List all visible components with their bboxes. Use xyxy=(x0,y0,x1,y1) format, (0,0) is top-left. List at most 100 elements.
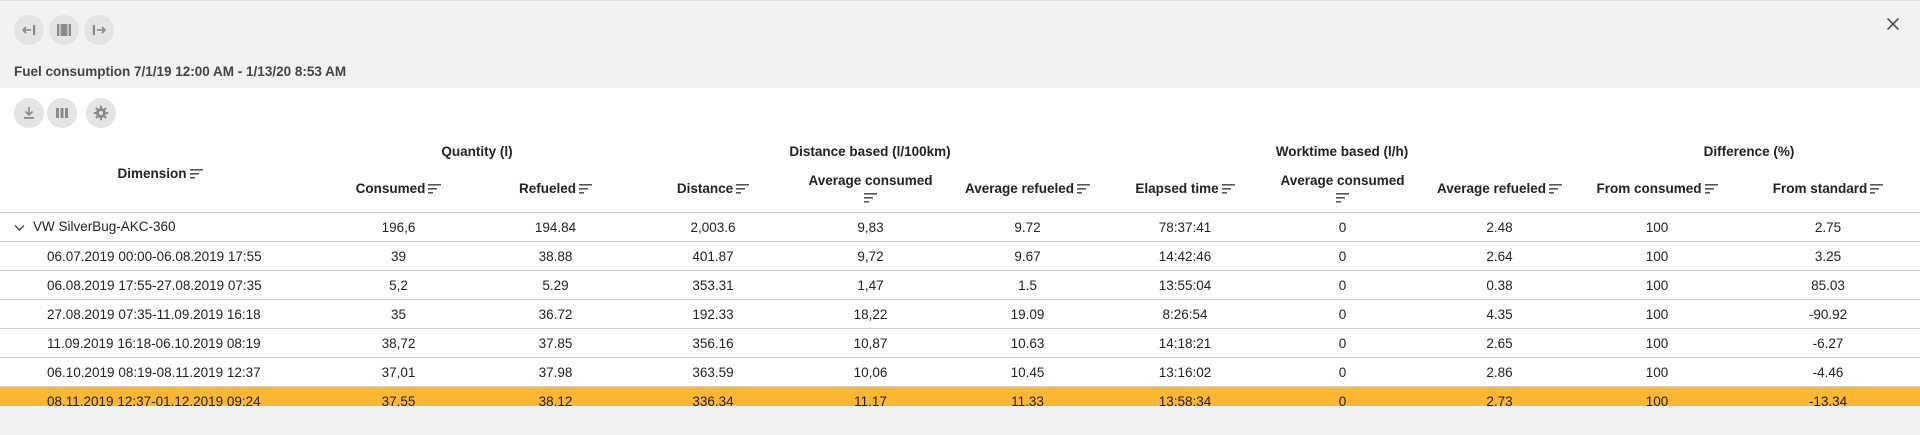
average-refueled-distance-cell: 9.72 xyxy=(949,212,1107,242)
sort-icon[interactable] xyxy=(1870,182,1884,197)
column-header-average-refueled-worktime[interactable]: Average refueled xyxy=(1421,166,1579,213)
elapsed-time-cell: 78:37:41 xyxy=(1106,212,1265,242)
column-header-label: Refueled xyxy=(518,181,576,197)
from-consumed-cell: 100 xyxy=(1578,270,1737,300)
gear-icon xyxy=(93,105,109,121)
sort-icon[interactable] xyxy=(1704,182,1718,197)
average-consumed-worktime-cell: 0 xyxy=(1264,357,1422,387)
average-refueled-distance-cell: 1.5 xyxy=(949,270,1107,300)
columns-button[interactable] xyxy=(47,98,77,128)
table-row[interactable]: 27.08.2019 07:35-11.09.2019 16:18 35 36.… xyxy=(0,299,1920,329)
average-refueled-worktime-cell: 0.38 xyxy=(1421,270,1579,300)
collapse-left-button[interactable] xyxy=(14,15,44,45)
column-header-distance[interactable]: Distance xyxy=(634,166,792,213)
chevron-down-icon[interactable] xyxy=(14,220,25,235)
elapsed-time-cell: 14:42:46 xyxy=(1106,241,1265,271)
average-consumed-worktime-cell: 0 xyxy=(1264,299,1422,329)
from-consumed-cell: 100 xyxy=(1578,212,1737,242)
refueled-cell: 5.29 xyxy=(477,270,634,300)
column-header-label: Distance xyxy=(676,181,734,197)
download-button[interactable] xyxy=(14,98,44,128)
report-panel: Dimension Quantity (l) Distance based (l… xyxy=(0,88,1920,416)
from-consumed-cell: 100 xyxy=(1578,357,1737,387)
fit-width-button[interactable] xyxy=(49,15,79,45)
settings-button[interactable] xyxy=(86,98,116,128)
from-consumed-cell: 100 xyxy=(1578,241,1737,271)
group-header-quantity: Quantity (l) xyxy=(441,143,513,159)
column-header-consumed[interactable]: Consumed xyxy=(320,166,477,213)
consumed-cell: 5,2 xyxy=(320,270,477,300)
column-header-from-standard[interactable]: From standard xyxy=(1736,166,1920,213)
sort-icon[interactable] xyxy=(792,191,949,206)
sort-icon[interactable] xyxy=(1077,182,1091,197)
column-group-header-row: Dimension Quantity (l) Distance based (l… xyxy=(0,136,1920,213)
sort-icon[interactable] xyxy=(1221,182,1235,197)
table-row[interactable]: 06.08.2019 17:55-27.08.2019 07:35 5,2 5.… xyxy=(0,270,1920,300)
average-refueled-worktime-cell: 2.64 xyxy=(1421,241,1579,271)
column-header-average-consumed-worktime[interactable]: Average consumed xyxy=(1264,166,1422,213)
sort-icon[interactable] xyxy=(189,167,203,182)
distance-cell: 192.33 xyxy=(634,299,792,329)
average-refueled-distance-cell: 19.09 xyxy=(949,299,1107,329)
refueled-cell: 37.98 xyxy=(477,357,634,387)
from-standard-cell: -4.46 xyxy=(1736,357,1920,387)
distance-cell: 356.16 xyxy=(634,328,792,358)
average-consumed-worktime-cell: 0 xyxy=(1264,328,1422,358)
distance-cell: 2,003.6 xyxy=(634,212,792,242)
average-refueled-distance-cell: 10.63 xyxy=(949,328,1107,358)
distance-cell: 353.31 xyxy=(634,270,792,300)
column-header-from-consumed[interactable]: From consumed xyxy=(1578,166,1737,213)
table-row-group[interactable]: VW SilverBug-AKC-360 196,6 194.84 2,003.… xyxy=(0,212,1920,242)
window-header: Fuel consumption 7/1/19 12:00 AM - 1/13/… xyxy=(0,0,1920,89)
table-row[interactable]: 06.07.2019 00:00-06.08.2019 17:55 39 38.… xyxy=(0,241,1920,271)
elapsed-time-cell: 8:26:54 xyxy=(1106,299,1265,329)
column-header-row: Consumed Refueled Distance Average consu… xyxy=(0,166,1920,213)
arrow-left-bar-icon xyxy=(21,25,36,35)
group-header-distance-based: Distance based (l/100km) xyxy=(789,143,951,159)
refueled-cell: 37.85 xyxy=(477,328,634,358)
refueled-cell: 194.84 xyxy=(477,212,634,242)
column-header-average-refueled-distance[interactable]: Average refueled xyxy=(949,166,1107,213)
elapsed-time-cell: 14:18:21 xyxy=(1106,328,1265,358)
column-header-label: Average consumed xyxy=(808,172,933,188)
expand-right-button[interactable] xyxy=(84,15,114,45)
average-refueled-worktime-cell: 4.35 xyxy=(1421,299,1579,329)
dimension-cell: 06.07.2019 00:00-06.08.2019 17:55 xyxy=(0,241,320,271)
column-header-average-consumed-distance[interactable]: Average consumed xyxy=(792,166,949,213)
arrow-right-bar-icon xyxy=(92,25,107,35)
average-consumed-distance-cell: 10,06 xyxy=(792,357,949,387)
consumed-cell: 35 xyxy=(320,299,477,329)
sort-icon[interactable] xyxy=(1549,182,1563,197)
sort-icon[interactable] xyxy=(428,182,442,197)
table-row[interactable]: 06.10.2019 08:19-08.11.2019 12:37 37,01 … xyxy=(0,357,1920,387)
group-header-worktime-based: Worktime based (l/h) xyxy=(1275,143,1409,159)
column-header-elapsed-time[interactable]: Elapsed time xyxy=(1106,166,1265,213)
average-consumed-worktime-cell: 0 xyxy=(1264,270,1422,300)
from-standard-cell: 2.75 xyxy=(1736,212,1920,242)
column-header-label: Average refueled xyxy=(1437,181,1547,197)
distance-cell: 401.87 xyxy=(634,241,792,271)
fuel-consumption-table: Dimension Quantity (l) Distance based (l… xyxy=(0,136,1920,416)
sort-icon[interactable] xyxy=(1264,191,1421,206)
column-header-label: Elapsed time xyxy=(1135,181,1219,197)
column-header-dimension[interactable]: Dimension xyxy=(0,136,320,213)
column-header-label: From standard xyxy=(1772,181,1868,197)
column-header-refueled[interactable]: Refueled xyxy=(477,166,634,213)
dimension-cell: 27.08.2019 07:35-11.09.2019 16:18 xyxy=(0,299,320,329)
sort-icon[interactable] xyxy=(736,182,750,197)
dimension-cell: 11.09.2019 16:18-06.10.2019 08:19 xyxy=(0,328,320,358)
average-consumed-distance-cell: 10,87 xyxy=(792,328,949,358)
dimension-cell: VW SilverBug-AKC-360 xyxy=(0,212,320,242)
from-standard-cell: -90.92 xyxy=(1736,299,1920,329)
page-title: Fuel consumption 7/1/19 12:00 AM - 1/13/… xyxy=(14,64,347,79)
from-standard-cell: 85.03 xyxy=(1736,270,1920,300)
from-standard-cell: 3.25 xyxy=(1736,241,1920,271)
sort-icon[interactable] xyxy=(579,182,592,197)
table-row[interactable]: 11.09.2019 16:18-06.10.2019 08:19 38,72 … xyxy=(0,328,1920,358)
average-refueled-distance-cell: 9.67 xyxy=(949,241,1107,271)
consumed-cell: 39 xyxy=(320,241,477,271)
average-consumed-worktime-cell: 0 xyxy=(1264,241,1422,271)
elapsed-time-cell: 13:16:02 xyxy=(1106,357,1265,387)
close-button[interactable] xyxy=(1882,13,1904,35)
close-icon xyxy=(1886,17,1900,31)
